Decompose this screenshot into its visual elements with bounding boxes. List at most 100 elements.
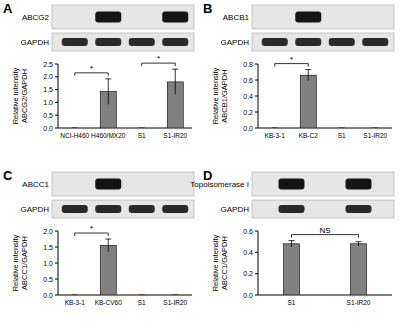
blot-band <box>295 12 321 23</box>
error-bar <box>356 242 362 246</box>
blot-strip <box>52 200 194 218</box>
figure: AABCG2GAPDH0.00.51.01.52.02.5Relative in… <box>0 0 400 333</box>
y-tick <box>55 102 58 103</box>
blot-band <box>162 38 188 46</box>
significance-bracket <box>291 235 292 238</box>
error-bar <box>139 295 145 296</box>
error-bar <box>72 295 78 296</box>
y-tick-label: 1.0 <box>43 99 53 106</box>
significance-label: * <box>90 64 93 73</box>
x-axis <box>58 295 192 296</box>
bar <box>100 245 116 295</box>
y-tick <box>255 96 258 97</box>
y-tick-label: 0.0 <box>43 125 53 132</box>
blot-strip <box>252 33 394 51</box>
x-tick-label: S1 <box>138 132 146 139</box>
blot-band <box>95 12 121 23</box>
y-tick <box>55 64 58 65</box>
y-tick <box>255 80 258 81</box>
y-label: Relative intensity <box>11 234 20 291</box>
x-tick-label: KB-CV60 <box>95 299 122 306</box>
bar <box>351 244 367 295</box>
y-tick <box>55 128 58 129</box>
blot-band <box>129 38 155 46</box>
x-tick-label: NCI-H460 <box>60 132 89 139</box>
x-tick-label: S1-IR20 <box>163 299 187 306</box>
y-tick <box>55 89 58 90</box>
blot-label: GAPDH <box>221 38 250 47</box>
significance-bracket <box>175 63 176 66</box>
y-tick-label: 2.0 <box>43 228 53 235</box>
error-bar <box>305 70 311 81</box>
y-tick <box>255 128 258 129</box>
blot-label: GAPDH <box>221 205 250 214</box>
plot-marks <box>72 239 179 295</box>
x-tick-label: H460/MX20 <box>91 132 126 139</box>
blot-label: GAPDH <box>21 38 50 47</box>
x-tick-label: KB-C2 <box>299 132 319 139</box>
bar <box>334 128 350 129</box>
y-tick-label: 2.0 <box>43 73 53 80</box>
bar <box>67 295 83 296</box>
y-tick <box>255 112 258 113</box>
significance-bracket <box>74 233 75 236</box>
y-axis <box>58 64 59 128</box>
blot-strip <box>252 5 394 29</box>
x-tick-label: S1 <box>338 132 346 139</box>
blot-strip <box>252 200 394 218</box>
blot-band <box>262 38 288 46</box>
blot-label: GAPDH <box>21 205 50 214</box>
plot-marks <box>284 241 367 295</box>
significance-bracket <box>74 73 75 76</box>
blot-band <box>362 38 388 46</box>
blot-band <box>95 179 121 190</box>
y-label: ABCB1/GAPDH <box>220 69 229 122</box>
y-tick <box>55 247 58 248</box>
y-tick <box>55 263 58 264</box>
y-tick <box>55 231 58 232</box>
x-tick-label: KB-3-1 <box>65 299 86 306</box>
blot-band <box>95 205 121 213</box>
y-tick-label: 0.2 <box>243 109 253 116</box>
y-tick-label: 0.6 <box>243 228 253 235</box>
y-label: ABCC1/GAPDH <box>220 236 229 290</box>
x-tick-label: S1 <box>138 299 146 306</box>
error-bar <box>72 128 78 129</box>
blot-band <box>346 179 372 190</box>
x-tick-label: S1-IR20 <box>363 132 387 139</box>
y-tick-label: 1.5 <box>43 244 53 251</box>
x-tick-label: S1-IR20 <box>347 299 371 306</box>
blot-band <box>279 179 305 190</box>
error-bar <box>339 128 345 129</box>
bar <box>67 128 83 129</box>
bar <box>134 295 150 296</box>
blot-label: Topoisomerase I <box>190 180 249 189</box>
panel-label: A <box>3 1 13 16</box>
blot-strip <box>52 5 194 29</box>
plot-marks <box>272 70 379 128</box>
blot-strip <box>52 172 194 196</box>
y-tick <box>255 273 258 274</box>
y-tick <box>255 64 258 65</box>
blot-band <box>279 205 305 213</box>
y-label: Relative intensity <box>11 67 20 124</box>
y-tick-label: 0.2 <box>243 270 253 277</box>
y-tick-label: 0.5 <box>43 276 53 283</box>
significance-bracket <box>108 233 109 236</box>
panel: DTopoisomerase IGAPDH0.00.20.40.6Relativ… <box>190 168 394 306</box>
significance-bracket <box>274 64 275 67</box>
blot-band <box>129 205 155 213</box>
significance-label: * <box>157 54 160 63</box>
x-tick-label: S1-IR20 <box>163 132 187 139</box>
x-axis <box>258 128 392 129</box>
y-label: ABCC1/GAPDH <box>20 236 29 290</box>
error-bar <box>139 128 145 129</box>
blot-strip <box>52 33 194 51</box>
blot-band <box>162 205 188 213</box>
panel-label: B <box>203 1 212 16</box>
y-tick-label: 0.6 <box>243 77 253 84</box>
y-tick-label: 2.5 <box>43 61 53 68</box>
y-label: ABCG2/GAPDH <box>20 69 29 123</box>
significance-bracket <box>108 73 109 76</box>
blot-band <box>329 38 355 46</box>
